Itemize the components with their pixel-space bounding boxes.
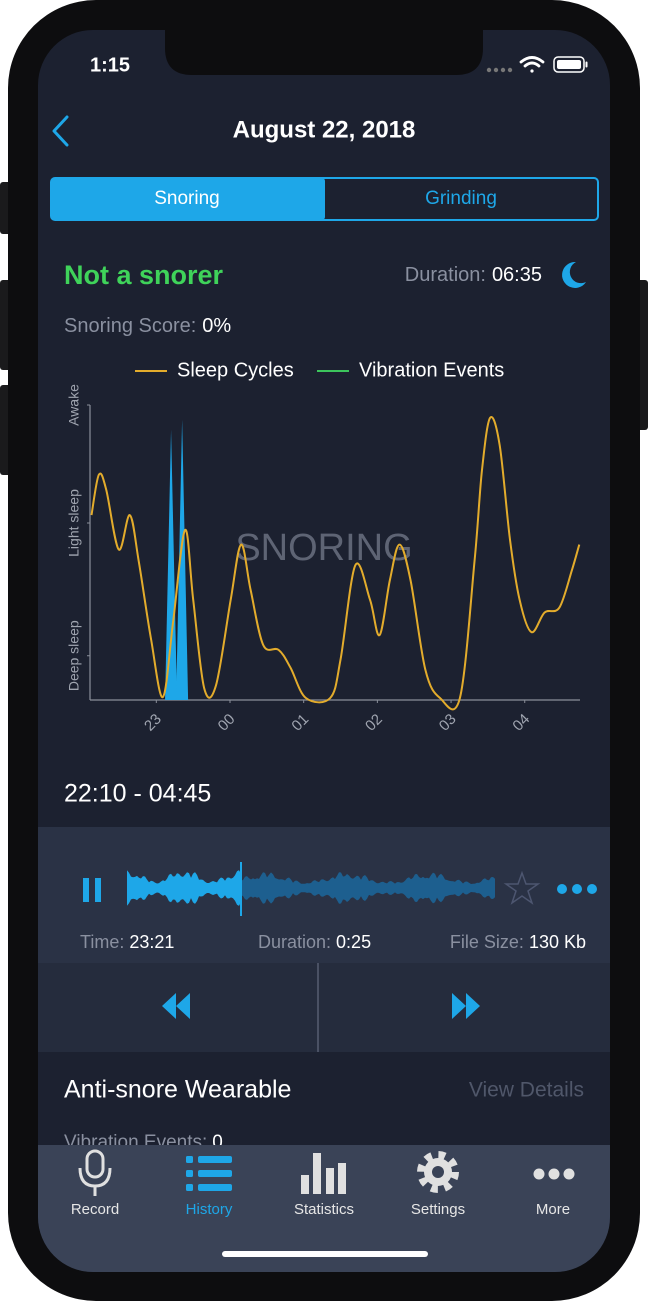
rewind-button[interactable] [162, 993, 190, 1019]
duration-label: Duration: [405, 264, 486, 286]
statistics-icon[interactable] [301, 1153, 346, 1194]
back-button[interactable] [52, 115, 69, 147]
tab-bar [38, 1145, 610, 1272]
rec-size-value: 130 Kb [529, 932, 586, 952]
sleep-line [90, 415, 581, 711]
history-icon[interactable] [186, 1156, 232, 1191]
tab-label[interactable]: Snoring [154, 188, 220, 209]
tab-bar-label[interactable]: Record [71, 1201, 119, 1218]
tab-bar-label[interactable]: Statistics [294, 1201, 354, 1218]
score-label: Snoring Score: [64, 315, 196, 337]
forward-button[interactable] [452, 993, 480, 1019]
waveform-played [127, 870, 241, 906]
screen-bg [38, 30, 610, 1272]
duration-value: 06:35 [492, 264, 542, 286]
wifi-icon [519, 56, 545, 73]
rec-time-label: Time: [80, 932, 124, 952]
snoring-event [176, 419, 189, 700]
watermark: SNORING [235, 527, 412, 569]
y-tick-label: Deep sleep [66, 620, 82, 691]
pause-button[interactable] [83, 878, 101, 902]
y-tick-label: Light sleep [66, 489, 82, 557]
legend-label: Sleep Cycles [177, 359, 294, 381]
favorite-star[interactable] [503, 870, 541, 905]
notch [165, 30, 483, 75]
moon-icon [562, 261, 586, 288]
wearable-title: Anti-snore Wearable [64, 1076, 291, 1104]
battery-level [557, 60, 581, 69]
score: Snoring Score: 0% [64, 315, 231, 337]
verdict: Not a snorer [64, 260, 224, 290]
rec-time: Time: 23:21 [80, 932, 174, 952]
record-icon[interactable] [78, 1149, 112, 1196]
tab-bar-label[interactable]: Settings [411, 1201, 465, 1218]
legend-label: Vibration Events [359, 359, 504, 381]
segment-active[interactable] [51, 178, 325, 220]
score-value: 0% [202, 315, 231, 337]
screen: 1:15 August 22, 2018 Snoring Grinding No… [38, 30, 610, 1272]
events-value: 0 [212, 1132, 223, 1153]
waveform[interactable] [127, 862, 495, 916]
seek-panel [38, 963, 610, 1052]
rec-duration-label: Duration: [258, 932, 331, 952]
rec-duration-value: 0:25 [336, 932, 371, 952]
status-time: 1:15 [90, 54, 130, 76]
rec-time-value: 23:21 [129, 932, 174, 952]
rec-size: File Size: 130 Kb [450, 932, 586, 952]
battery [553, 56, 585, 73]
rec-duration: Duration: 0:25 [258, 932, 371, 952]
signal-dots [486, 67, 513, 73]
view-details[interactable]: View Details [469, 1079, 584, 1102]
waveform-remaining [241, 872, 495, 904]
more-icon[interactable] [533, 1168, 575, 1180]
time-range: 22:10 - 04:45 [64, 780, 211, 808]
rec-size-label: File Size: [450, 932, 524, 952]
home-indicator [222, 1251, 428, 1257]
snoring-event [165, 429, 178, 700]
tab-bar-label[interactable]: More [536, 1201, 570, 1218]
settings-icon[interactable] [417, 1151, 459, 1193]
tab-label[interactable]: Grinding [425, 188, 497, 209]
duration: Duration: 06:35 [405, 264, 542, 286]
header-title: August 22, 2018 [233, 116, 416, 143]
tab-bar-label[interactable]: History [186, 1201, 233, 1218]
battery-tip [585, 61, 588, 68]
more-button[interactable] [557, 884, 597, 894]
y-tick-label: Awake [66, 384, 82, 426]
